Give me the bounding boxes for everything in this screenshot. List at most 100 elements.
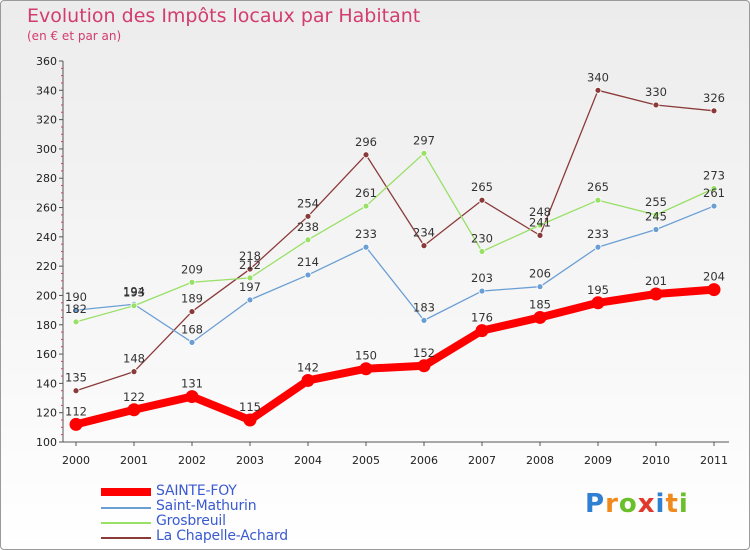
data-point-3 (304, 212, 312, 220)
x-tick-label: 2010 (642, 454, 670, 467)
legend-swatch-sainte-foy (101, 488, 151, 496)
data-label-1: 183 (413, 300, 435, 314)
data-label-2: 212 (239, 258, 261, 272)
data-point-1 (246, 296, 254, 304)
data-label-0: 142 (297, 360, 319, 374)
series-line-2 (75, 152, 715, 323)
data-point-2 (594, 196, 602, 204)
data-label-0: 185 (529, 297, 551, 311)
data-point-2 (536, 221, 544, 229)
data-point-3 (594, 86, 602, 94)
logo-letter: i (678, 489, 689, 519)
data-label-1: 233 (355, 227, 377, 241)
data-label-2: 182 (65, 302, 87, 316)
data-label-2: 193 (123, 286, 145, 300)
data-point-2 (130, 302, 138, 310)
legend-label-sainte-foy: SAINTE-FOY (156, 483, 237, 499)
data-label-1: 168 (181, 322, 203, 336)
data-point-1 (420, 316, 428, 324)
series-line-0 (72, 285, 718, 429)
data-point-1 (652, 226, 660, 233)
legend-swatch-la-chapelle-achard (101, 537, 151, 539)
data-point-2 (304, 236, 312, 244)
chart-subtitle: (en € et par an) (27, 29, 122, 43)
data-label-2: 297 (413, 133, 435, 147)
data-point-0 (127, 403, 141, 417)
x-tick-label: 2005 (352, 454, 380, 467)
data-label-3: 218 (239, 249, 261, 263)
data-point-2 (72, 318, 80, 326)
data-point-0 (417, 359, 431, 373)
legend-label-la-chapelle-achard: La Chapelle-Achard (156, 528, 288, 544)
data-point-3 (246, 265, 254, 273)
data-label-0: 115 (239, 400, 261, 414)
logo-letter: t (665, 489, 679, 519)
data-label-0: 204 (703, 270, 725, 284)
data-point-3 (420, 242, 428, 250)
proxiti-logo: Proxiti (585, 489, 689, 519)
logo-letter: o (618, 489, 638, 519)
data-point-1 (72, 306, 80, 314)
data-label-1: 206 (529, 267, 551, 281)
data-label-0: 176 (471, 311, 493, 325)
data-point-0 (185, 390, 199, 404)
y-tick-label: 280 (36, 172, 57, 185)
y-tick-label: 200 (36, 289, 57, 302)
data-label-1: 194 (123, 284, 145, 298)
data-label-1: 245 (645, 210, 667, 224)
data-point-1 (362, 243, 370, 251)
data-point-2 (362, 202, 370, 210)
data-label-3: 135 (65, 371, 87, 385)
data-label-2: 255 (645, 195, 667, 209)
chart-title: Evolution des Impôts locaux par Habitant (27, 5, 421, 27)
y-tick-label: 180 (36, 319, 57, 332)
data-point-3 (362, 151, 370, 159)
data-label-2: 248 (529, 205, 551, 219)
data-label-1: 214 (297, 255, 319, 269)
data-point-1 (304, 271, 312, 279)
data-label-3: 296 (355, 135, 377, 149)
y-tick-label: 140 (36, 377, 57, 390)
data-point-3 (188, 308, 196, 315)
legend-label-saint-mathurin: Saint-Mathurin (156, 498, 257, 514)
y-tick-label: 100 (36, 436, 57, 449)
x-tick-label: 2009 (584, 454, 612, 467)
data-point-1 (478, 287, 486, 295)
y-tick-label: 160 (36, 348, 57, 361)
y-tick-label: 360 (36, 55, 57, 68)
data-label-3: 148 (123, 352, 145, 366)
x-tick-label: 2006 (410, 454, 438, 467)
y-tick-label: 300 (36, 143, 57, 156)
logo-letter: x (637, 489, 656, 519)
data-label-0: 201 (645, 274, 667, 288)
data-label-3: 330 (645, 85, 667, 99)
y-tick-label: 340 (36, 84, 57, 97)
series-line-3 (75, 89, 715, 392)
data-label-0: 152 (413, 346, 435, 360)
data-label-0: 195 (587, 283, 609, 297)
data-label-2: 209 (181, 262, 203, 276)
series-line-1 (75, 205, 715, 344)
data-point-1 (710, 202, 718, 210)
data-point-0 (243, 413, 257, 427)
data-label-1: 190 (65, 290, 87, 304)
data-point-3 (710, 107, 718, 115)
logo-letter: i (655, 489, 666, 519)
y-tick-label: 260 (36, 202, 57, 215)
data-label-1: 197 (239, 280, 261, 294)
data-point-2 (710, 185, 718, 192)
data-label-3: 234 (413, 226, 435, 240)
data-label-3: 340 (587, 70, 609, 84)
logo-letter: r (605, 489, 619, 519)
data-label-2: 238 (297, 220, 319, 234)
data-label-0: 131 (181, 377, 203, 391)
data-point-3 (536, 231, 544, 239)
data-point-3 (72, 387, 80, 395)
data-label-0: 122 (123, 390, 145, 404)
x-tick-label: 2011 (700, 454, 728, 467)
data-point-0 (475, 324, 489, 338)
data-label-2: 265 (587, 180, 609, 194)
data-label-1: 261 (703, 186, 725, 200)
